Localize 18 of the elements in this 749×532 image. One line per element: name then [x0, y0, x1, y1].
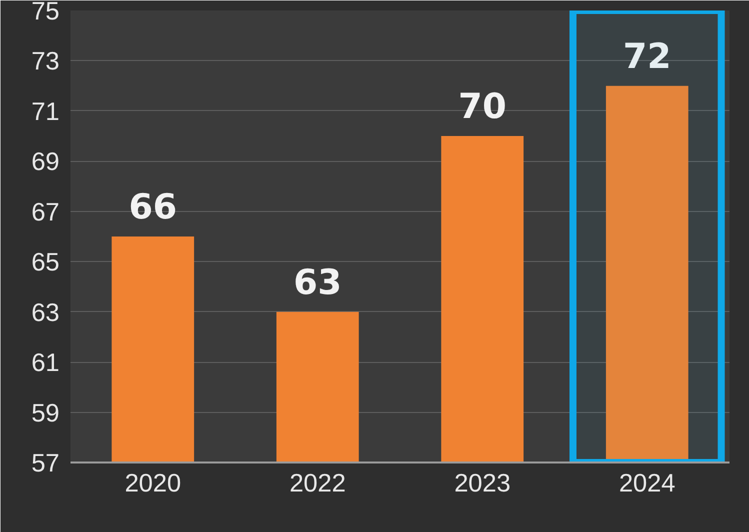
- y-tick-label: 63: [31, 298, 60, 327]
- x-tick-label: 2024: [618, 470, 676, 498]
- data-label: 72: [623, 36, 672, 77]
- data-label: 66: [128, 188, 177, 228]
- y-tick-label: 75: [31, 0, 60, 26]
- data-label: 70: [458, 87, 506, 128]
- y-tick-label: 57: [31, 450, 60, 478]
- x-tick-label: 2022: [289, 470, 346, 498]
- x-tick-label: 2020: [124, 470, 182, 498]
- y-tick-label: 73: [31, 48, 60, 76]
- y-tick-label: 71: [31, 98, 60, 126]
- y-tick-label: 59: [31, 399, 60, 428]
- y-tick-label: 61: [31, 349, 60, 378]
- y-tick-label: 65: [31, 248, 60, 277]
- data-label: 63: [294, 262, 342, 303]
- y-tick-label: 69: [31, 148, 60, 176]
- x-tick-label: 2023: [454, 470, 511, 498]
- y-tick-label: 67: [31, 198, 60, 226]
